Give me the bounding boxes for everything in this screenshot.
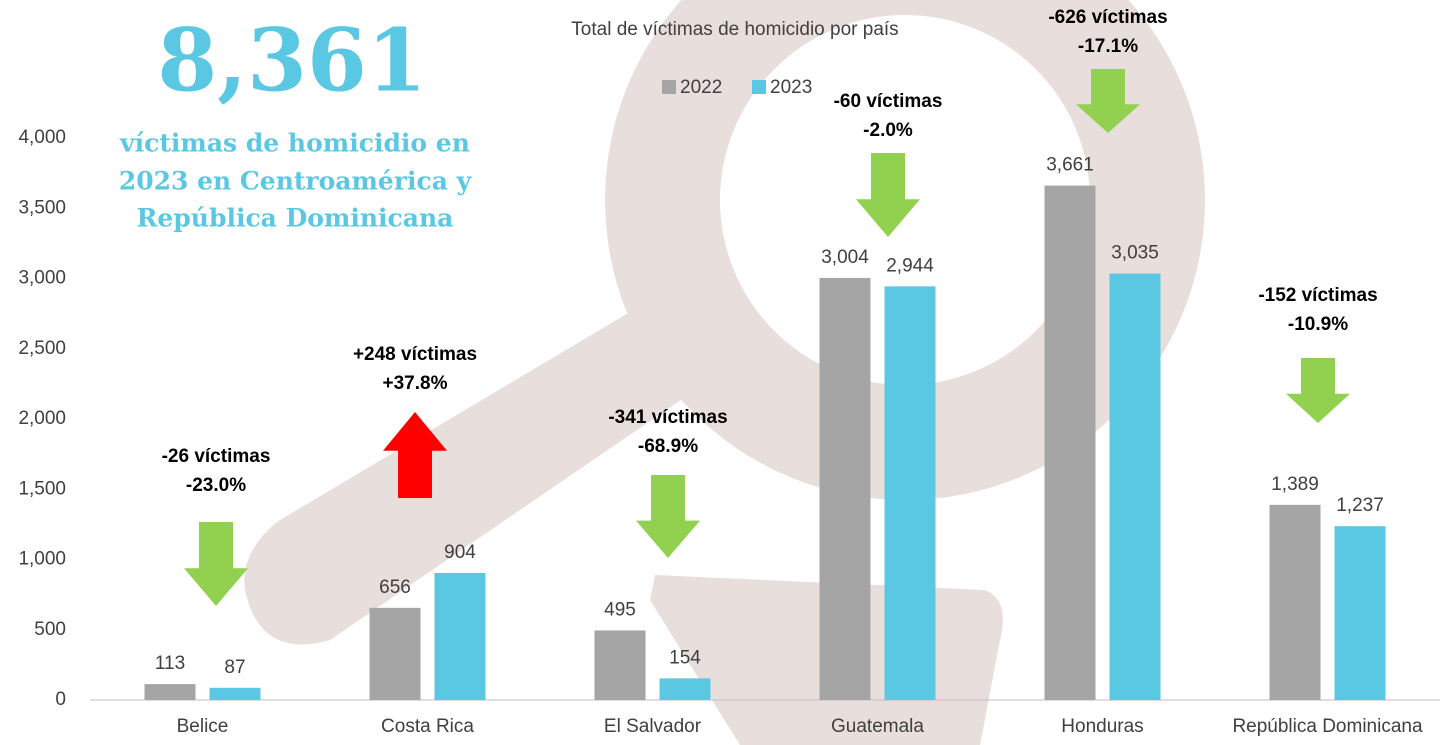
annotation-arrow	[1076, 69, 1140, 133]
annotation-text: -23.0%	[186, 475, 246, 496]
data-label: 904	[444, 542, 476, 563]
annotation-arrow	[856, 153, 920, 237]
annotation-text: -2.0%	[863, 120, 913, 141]
data-label: 154	[669, 647, 701, 668]
bar	[434, 572, 486, 700]
y-tick-label: 1,000	[18, 549, 66, 570]
legend-swatch	[662, 80, 676, 94]
bar	[884, 286, 936, 700]
data-label: 495	[604, 599, 636, 620]
data-label: 113	[155, 653, 185, 674]
annotation-text: -60 víctimas	[834, 91, 943, 112]
data-label: 2,944	[886, 255, 934, 276]
data-label: 3,004	[821, 247, 869, 268]
y-tick-label: 2,500	[18, 338, 66, 359]
bar	[209, 687, 261, 700]
headline-text: víctimas de homicidio en	[119, 129, 470, 158]
y-tick-label: 2,000	[18, 408, 66, 429]
x-tick-label: Belice	[177, 716, 229, 737]
legend-label: 2022	[680, 77, 722, 98]
bar	[594, 630, 646, 700]
x-tick-label: Costa Rica	[381, 716, 474, 737]
data-label: 3,661	[1046, 155, 1094, 176]
bar	[1044, 185, 1096, 700]
chart-title: Total de víctimas de homicidio por país	[571, 19, 898, 40]
annotation-text: -17.1%	[1078, 36, 1138, 57]
bar	[1109, 273, 1161, 700]
bar	[1334, 526, 1386, 700]
annotation-text: -68.9%	[638, 436, 698, 457]
legend-swatch	[752, 80, 766, 94]
y-tick-label: 1,500	[18, 478, 66, 499]
annotation-text: -341 víctimas	[608, 407, 727, 428]
data-label: 1,389	[1271, 474, 1319, 495]
bar	[369, 607, 421, 700]
annotation-text: +248 víctimas	[353, 344, 477, 365]
headline-text: República Dominicana	[137, 204, 454, 233]
annotation-text: +37.8%	[383, 373, 448, 394]
headline: 8,361	[157, 11, 426, 112]
annotation-text: -10.9%	[1288, 314, 1348, 335]
y-tick-label: 4,000	[18, 127, 66, 148]
headline-text: 2023 en Centroamérica y	[119, 167, 473, 196]
x-tick-label: Honduras	[1061, 716, 1143, 737]
y-tick-label: 500	[34, 619, 66, 640]
data-label: 1,237	[1336, 495, 1384, 516]
legend-label: 2023	[770, 77, 812, 98]
y-tick-label: 3,000	[18, 268, 66, 289]
annotation-arrow	[636, 475, 700, 558]
bar	[144, 684, 196, 700]
annotation-text: -26 víctimas	[162, 446, 271, 467]
annotation-arrow	[383, 412, 447, 498]
annotation-text: -626 víctimas	[1048, 7, 1167, 28]
magnifier-handle	[244, 300, 710, 645]
bar	[819, 277, 871, 700]
x-tick-label: República Dominicana	[1232, 716, 1423, 737]
bar	[1269, 504, 1321, 700]
x-tick-label: El Salvador	[604, 716, 702, 737]
y-tick-label: 3,500	[18, 197, 66, 218]
bar	[659, 678, 711, 700]
data-label: 3,035	[1111, 243, 1159, 264]
x-tick-label: Guatemala	[831, 716, 924, 737]
data-label: 87	[224, 657, 245, 678]
annotation-arrow	[184, 522, 248, 606]
y-tick-label: 0	[55, 689, 66, 710]
annotation-text: -152 víctimas	[1258, 285, 1377, 306]
data-label: 656	[379, 577, 411, 598]
annotation-arrow	[1286, 358, 1350, 423]
